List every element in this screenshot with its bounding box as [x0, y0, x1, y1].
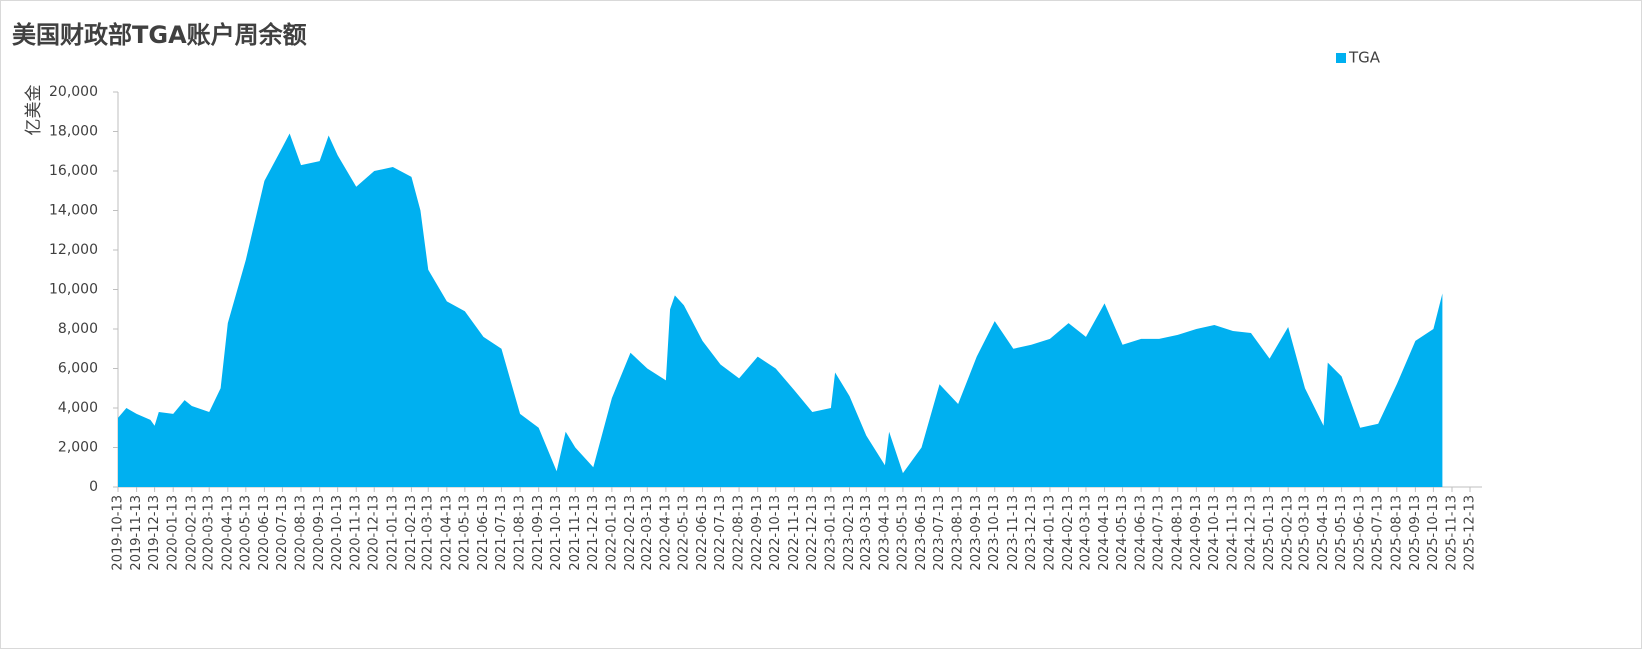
- x-tick-label: 2022-10-13: [768, 495, 783, 571]
- x-tick-label: 2025-10-13: [1426, 495, 1441, 571]
- x-tick-label: 2020-04-13: [220, 495, 235, 571]
- x-tick-label: 2020-08-13: [294, 495, 309, 571]
- legend-label: TGA: [1348, 49, 1381, 67]
- x-tick-label: 2024-11-13: [1225, 495, 1240, 571]
- x-tick-label: 2021-09-13: [531, 495, 546, 571]
- x-tick-label: 2024-09-13: [1189, 495, 1204, 571]
- x-tick-label: 2025-04-13: [1316, 495, 1331, 571]
- x-tick-label: 2023-02-13: [842, 495, 857, 571]
- y-axis-label: 亿美金: [24, 85, 44, 136]
- y-tick-label: 10,000: [49, 282, 98, 298]
- x-tick-label: 2022-11-13: [787, 495, 802, 571]
- x-tick-label: 2021-05-13: [457, 495, 472, 571]
- chart-title: 美国财政部TGA账户周余额: [12, 21, 307, 49]
- x-tick-label: 2021-12-13: [586, 495, 601, 571]
- y-tick-label: 12,000: [49, 242, 98, 258]
- x-tick-label: 2024-03-13: [1078, 495, 1093, 571]
- x-tick-label: 2023-08-13: [951, 495, 966, 571]
- y-tick-label: 18,000: [49, 124, 98, 140]
- x-tick-label: 2020-12-13: [367, 495, 382, 571]
- area: [118, 133, 1443, 487]
- y-tick-label: 4,000: [58, 400, 98, 416]
- x-tick-label: 2022-12-13: [805, 495, 820, 571]
- x-tick-label: 2023-07-13: [932, 495, 947, 571]
- y-tick-label: 20,000: [49, 84, 98, 100]
- x-tick-label: 2024-02-13: [1061, 495, 1076, 571]
- x-tick-label: 2022-09-13: [750, 495, 765, 571]
- x-tick-label: 2021-07-13: [494, 495, 509, 571]
- x-tick-label: 2021-01-13: [385, 495, 400, 571]
- x-tick-label: 2020-10-13: [330, 495, 345, 571]
- x-tick-label: 2022-04-13: [658, 495, 673, 571]
- y-tick-label: 2,000: [58, 440, 98, 456]
- x-tick-label: 2024-12-13: [1243, 495, 1258, 571]
- y-tick-label: 14,000: [49, 203, 98, 219]
- legend-swatch: [1336, 53, 1346, 63]
- x-tick-label: 2025-11-13: [1444, 495, 1459, 571]
- x-tick-label: 2020-05-13: [238, 495, 253, 571]
- x-tick-label: 2025-07-13: [1371, 495, 1386, 571]
- x-tick-label: 2025-12-13: [1463, 495, 1478, 571]
- x-tick-label: 2025-01-13: [1262, 495, 1277, 571]
- x-tick-label: 2023-11-13: [1006, 495, 1021, 571]
- y-tick-label: 16,000: [49, 163, 98, 179]
- x-tick-label: 2022-01-13: [604, 495, 619, 571]
- x-tick-label: 2021-06-13: [476, 495, 491, 571]
- x-tick-label: 2025-03-13: [1297, 495, 1312, 571]
- x-tick-label: 2024-04-13: [1097, 495, 1112, 571]
- x-tick-label: 2020-03-13: [202, 495, 217, 571]
- x-tick-label: 2023-03-13: [859, 495, 874, 571]
- x-tick-label: 2025-05-13: [1334, 495, 1349, 571]
- x-tick-label: 2024-08-13: [1170, 495, 1185, 571]
- x-tick-label: 2025-08-13: [1389, 495, 1404, 571]
- x-tick-label: 2023-01-13: [823, 495, 838, 571]
- y-tick-label: 0: [89, 479, 98, 495]
- x-tick-label: 2020-07-13: [275, 495, 290, 571]
- x-tick-label: 2021-03-13: [421, 495, 436, 571]
- x-tick-label: 2024-07-13: [1152, 495, 1167, 571]
- x-tick-label: 2023-05-13: [895, 495, 910, 571]
- x-tick-label: 2023-04-13: [877, 495, 892, 571]
- y-tick-label: 6,000: [58, 361, 98, 377]
- x-tick-label: 2022-07-13: [713, 495, 728, 571]
- x-tick-label: 2021-10-13: [549, 495, 564, 571]
- x-tick-label: 2019-11-13: [129, 495, 144, 571]
- x-tick-label: 2025-02-13: [1281, 495, 1296, 571]
- x-tick-label: 2019-12-13: [147, 495, 162, 571]
- x-tick-label: 2022-06-13: [695, 495, 710, 571]
- x-tick-label: 2023-09-13: [969, 495, 984, 571]
- y-tick-label: 8,000: [58, 321, 98, 337]
- x-tick-label: 2023-06-13: [914, 495, 929, 571]
- x-tick-label: 2022-08-13: [732, 495, 747, 571]
- x-tick-label: 2023-10-13: [987, 495, 1002, 571]
- x-tick-label: 2023-12-13: [1024, 495, 1039, 571]
- x-tick-label: 2022-03-13: [640, 495, 655, 571]
- x-tick-label: 2024-10-13: [1207, 495, 1222, 571]
- x-tick-label: 2025-09-13: [1408, 495, 1423, 571]
- x-tick-label: 2024-01-13: [1042, 495, 1057, 571]
- x-tick-label: 2020-11-13: [349, 495, 364, 571]
- x-tick-label: 2021-04-13: [439, 495, 454, 571]
- x-tick-label: 2022-02-13: [623, 495, 638, 571]
- x-tick-label: 2020-01-13: [166, 495, 181, 571]
- x-tick-label: 2022-05-13: [676, 495, 691, 571]
- x-tick-label: 2019-10-13: [111, 495, 126, 571]
- x-tick-label: 2021-08-13: [513, 495, 528, 571]
- x-tick-label: 2020-02-13: [184, 495, 199, 571]
- x-tick-label: 2020-09-13: [312, 495, 327, 571]
- x-tick-label: 2020-06-13: [257, 495, 272, 571]
- x-tick-label: 2021-02-13: [404, 495, 419, 571]
- x-tick-label: 2024-06-13: [1134, 495, 1149, 571]
- x-tick-label: 2024-05-13: [1115, 495, 1130, 571]
- x-tick-label: 2021-11-13: [568, 495, 583, 571]
- x-tick-label: 2025-06-13: [1353, 495, 1368, 571]
